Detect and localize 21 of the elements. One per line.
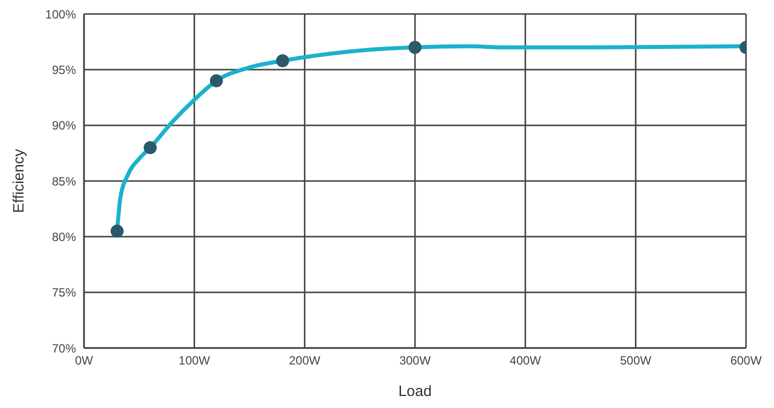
- x-tick-label: 0W: [75, 354, 94, 368]
- y-axis-title: Efficiency: [10, 148, 28, 213]
- x-tick-label: 100W: [178, 354, 211, 368]
- x-tick-label: 300W: [399, 354, 432, 368]
- y-tick-label: 70%: [52, 341, 76, 356]
- x-tick-label: 600W: [730, 354, 762, 368]
- point: [276, 54, 290, 68]
- x-tick-label: 400W: [510, 354, 542, 368]
- x-tick-label: 200W: [288, 354, 322, 368]
- point: [144, 141, 157, 154]
- x-axis-title: Load: [398, 383, 432, 400]
- y-tick-label: 85%: [52, 174, 76, 188]
- y-tick-label: 90%: [52, 118, 76, 133]
- x-tick-label: 500W: [620, 354, 652, 368]
- point: [110, 224, 124, 238]
- y-tick-label: 75%: [52, 286, 76, 300]
- y-tick-label: 80%: [52, 230, 76, 244]
- y-tick-label: 100%: [45, 7, 76, 22]
- y-tick-label: 95%: [52, 62, 76, 77]
- point: [408, 40, 422, 54]
- point: [210, 74, 223, 88]
